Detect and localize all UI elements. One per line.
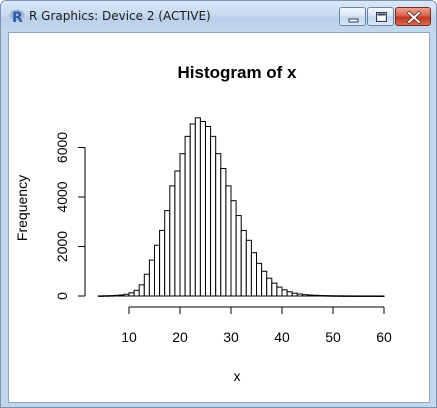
histogram-bar-12 [159, 229, 166, 297]
histogram-bar-18 [189, 123, 196, 297]
histogram-bar-20 [199, 121, 206, 297]
y-axis: 0 2000 4000 6000 [54, 132, 86, 300]
y-axis-label: Frequency [14, 175, 30, 241]
histogram-bar-49 [347, 295, 354, 297]
histogram-bar-41 [307, 294, 314, 297]
histogram-bar-55 [378, 295, 385, 297]
x-tick-label-2: 30 [223, 329, 239, 345]
histogram-bar-14 [169, 185, 176, 297]
histogram-bar-3 [113, 294, 120, 297]
y-tick-label-0: 0 [54, 292, 70, 300]
title-bar[interactable]: R R Graphics: Device 2 (ACTIVE) [1, 1, 436, 32]
histogram-bar-48 [342, 295, 349, 297]
histogram-bars [97, 117, 385, 297]
histogram-bar-36 [281, 289, 288, 297]
histogram-bar-47 [337, 295, 344, 297]
histogram-bar-29 [245, 239, 252, 297]
histogram-bar-32 [261, 270, 268, 297]
histogram-bar-21 [205, 125, 212, 297]
histogram-bar-0 [97, 295, 105, 297]
y-tick-label-3: 6000 [54, 132, 70, 163]
histogram-bar-39 [296, 293, 303, 297]
histogram-bar-28 [240, 229, 247, 297]
histogram-bar-7 [133, 289, 140, 297]
y-tick-label-1: 2000 [54, 231, 70, 262]
histogram-bar-2 [108, 295, 115, 297]
x-axis: 10 20 30 40 50 60 [121, 306, 392, 345]
x-tick-label-5: 60 [376, 329, 392, 345]
histogram-bar-19 [194, 117, 201, 297]
histogram-bar-10 [148, 259, 155, 297]
histogram-plot: Histogram of x x Frequency 10 20 30 40 50 60 … [14, 63, 392, 384]
histogram-bar-15 [174, 170, 181, 297]
histogram-bar-26 [230, 200, 237, 297]
histogram-bar-22 [210, 135, 217, 297]
histogram-bar-50 [352, 295, 359, 297]
histogram-bar-53 [368, 295, 375, 297]
x-tick-label-1: 20 [172, 329, 188, 345]
x-axis-label: x [234, 368, 241, 384]
histogram-bar-38 [291, 292, 298, 297]
histogram-bar-13 [164, 210, 171, 297]
plot-area: Histogram of x x Frequency 10 20 30 40 50 60 … [8, 32, 430, 403]
histogram-bar-4 [118, 294, 125, 297]
histogram-bar-43 [317, 294, 324, 297]
minimize-button[interactable] [339, 7, 366, 26]
histogram-bar-23 [215, 153, 222, 297]
histogram-bar-37 [286, 291, 293, 297]
histogram-bar-45 [327, 295, 334, 297]
histogram-bar-8 [138, 284, 145, 297]
histogram-bar-5 [123, 293, 130, 297]
histogram-bar-27 [235, 215, 242, 297]
histogram-bar-52 [363, 295, 370, 297]
maximize-button[interactable] [367, 7, 394, 26]
maximize-icon [376, 12, 387, 22]
x-tick-label-3: 40 [274, 329, 290, 345]
histogram-bar-9 [143, 273, 150, 297]
histogram-bar-11 [154, 244, 161, 297]
r-logo-icon: R [9, 9, 25, 24]
histogram-bar-24 [220, 168, 227, 297]
close-icon [406, 10, 422, 25]
histogram-bar-51 [358, 295, 365, 297]
chart-title: Histogram of x [177, 63, 297, 82]
histogram-bar-34 [271, 282, 278, 297]
window-title: R Graphics: Device 2 (ACTIVE) [29, 9, 211, 23]
histogram-bar-35 [276, 286, 283, 297]
svg-text:R: R [12, 10, 23, 24]
histogram-bar-6 [128, 292, 135, 297]
histogram-bar-46 [332, 295, 339, 297]
histogram-bar-30 [250, 252, 257, 297]
histogram-bar-42 [312, 294, 319, 297]
minimize-icon [348, 18, 359, 23]
y-tick-label-2: 4000 [54, 181, 70, 212]
histogram-bar-54 [373, 295, 380, 297]
close-button[interactable] [395, 7, 431, 26]
histogram-bar-16 [179, 153, 186, 297]
histogram-bar-31 [256, 262, 263, 297]
histogram-bar-1 [103, 295, 110, 297]
x-tick-label-0: 10 [121, 329, 137, 345]
histogram-bar-44 [322, 295, 329, 297]
histogram-bar-33 [266, 277, 273, 297]
histogram-bar-17 [184, 135, 191, 297]
histogram-bar-25 [225, 185, 232, 297]
x-tick-label-4: 50 [325, 329, 341, 345]
histogram-bar-40 [301, 294, 308, 297]
